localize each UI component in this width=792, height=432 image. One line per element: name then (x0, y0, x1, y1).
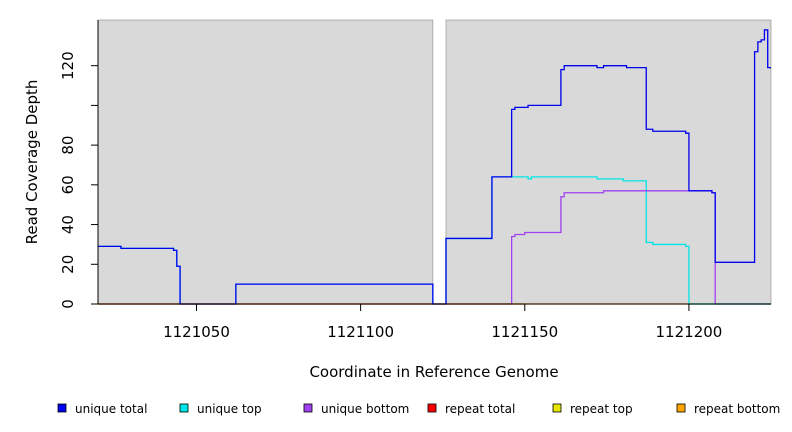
x-axis-title: Coordinate in Reference Genome (309, 363, 558, 381)
x-tick-label: 1121100 (327, 323, 394, 341)
legend-swatch (676, 403, 686, 413)
y-tick-label: 20 (59, 255, 77, 274)
y-tick-label: 120 (59, 51, 77, 80)
y-tick-label: 80 (59, 136, 77, 155)
background-region-2 (445, 19, 772, 305)
legend-label: unique bottom (321, 402, 409, 416)
axes (97, 20, 771, 305)
y-ticks: 0 20 40 60 80 120 (59, 51, 98, 309)
y-tick-label: 40 (59, 215, 77, 234)
legend-swatch (303, 403, 313, 413)
legend-swatch (179, 403, 189, 413)
y-tick-label: 60 (59, 175, 77, 194)
legend-label: repeat bottom (694, 402, 780, 416)
background-regions (97, 19, 772, 305)
x-ticks: 1121050 1121100 1121150 1121200 (163, 304, 722, 341)
x-tick-label: 1121150 (491, 323, 558, 341)
legend-swatch (57, 403, 67, 413)
y-tick-label: 0 (59, 299, 77, 309)
legend-label: unique total (75, 402, 147, 416)
background-region-1 (97, 19, 434, 305)
legend: unique total unique top unique bottom repea… (57, 402, 780, 416)
legend-swatch (552, 403, 562, 413)
series-unique-total (98, 29, 771, 305)
x-tick-label: 1121050 (163, 323, 230, 341)
legend-swatch (427, 403, 437, 413)
legend-label: unique top (197, 402, 262, 416)
x-tick-label: 1121200 (656, 323, 723, 341)
legend-label: repeat total (445, 402, 515, 416)
legend-label: repeat top (570, 402, 633, 416)
y-axis-title: Read Coverage Depth (23, 80, 41, 245)
